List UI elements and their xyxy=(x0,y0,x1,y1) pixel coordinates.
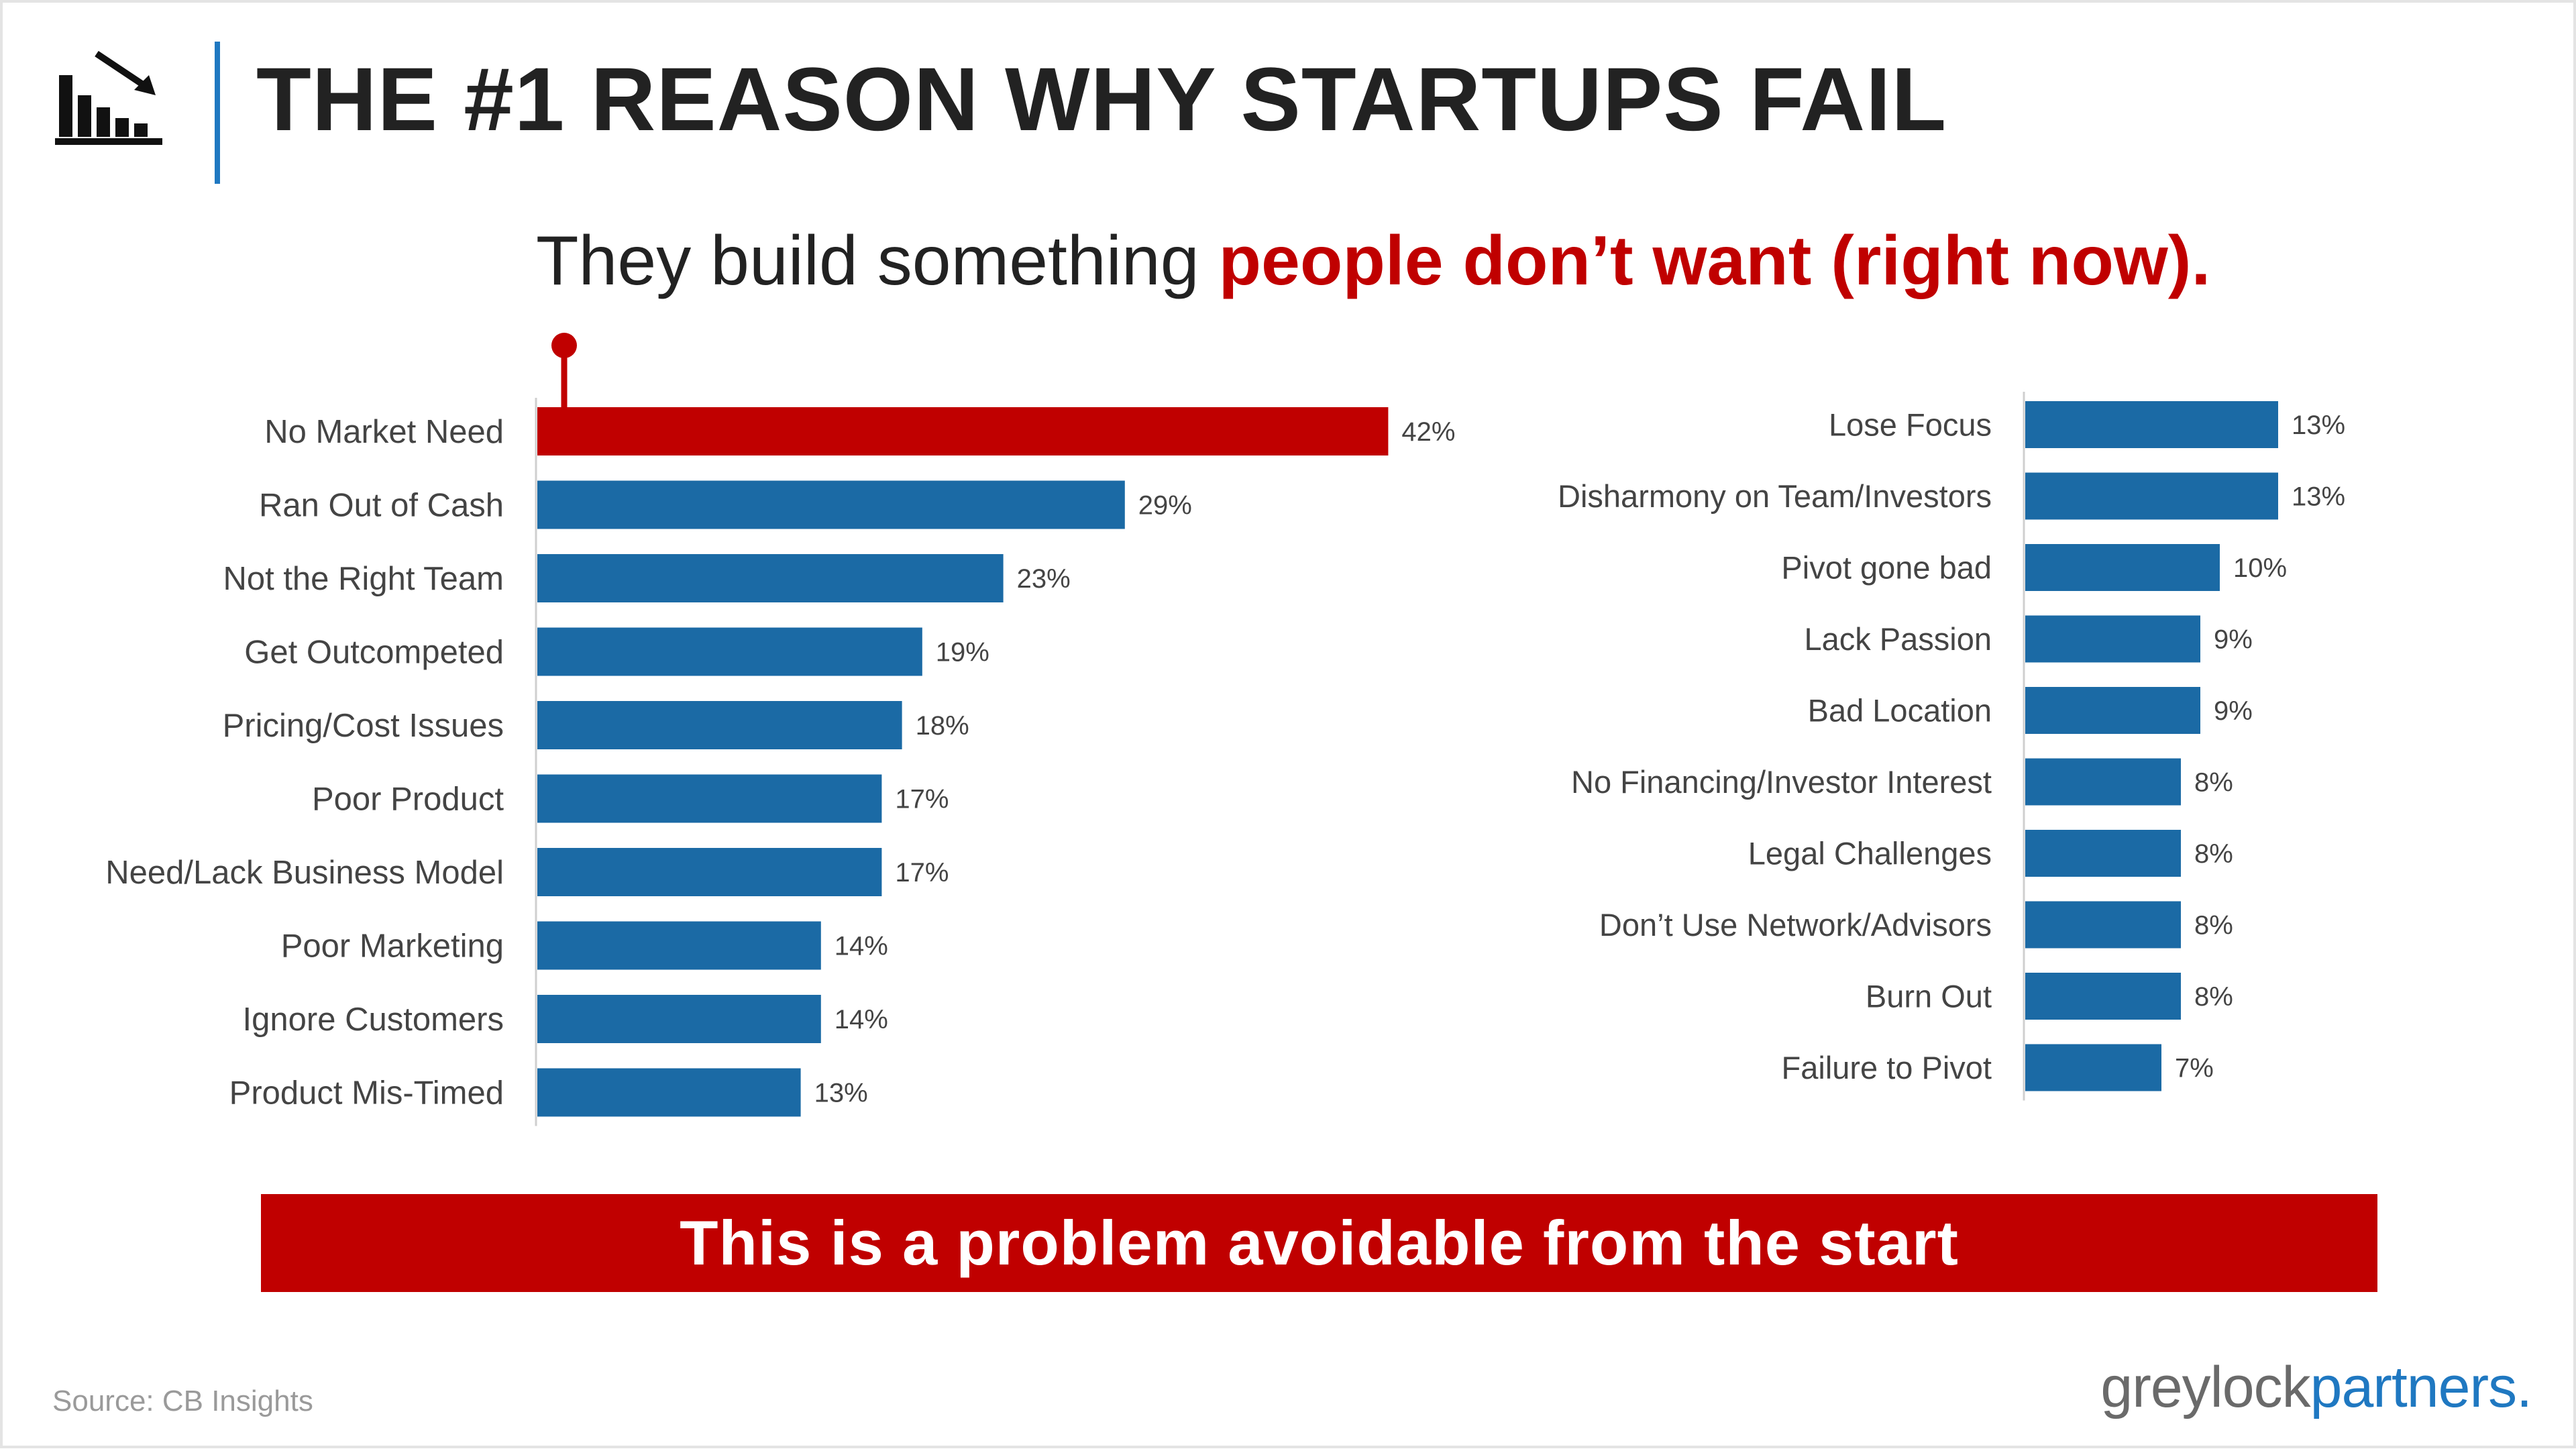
chart-1-category-label: Ignore Customers xyxy=(243,1002,504,1038)
chart-1-category-label: Ran Out of Cash xyxy=(259,488,504,524)
bar-charts: No Market Need 42% Ran Out of Cash 29% Not t… xyxy=(105,333,2345,1126)
chart-2-value-label: 9% xyxy=(2214,696,2253,726)
chart-2-category-label: Burn Out xyxy=(1866,978,1992,1014)
chart-2-bar xyxy=(2025,472,2278,520)
chart-2-bar xyxy=(2025,758,2181,806)
chart-1-bar xyxy=(537,407,1389,455)
banner-text: This is a problem avoidable from the sta… xyxy=(680,1207,1959,1278)
chart-1-bar xyxy=(537,774,882,823)
chart-2-value-label: 7% xyxy=(2175,1054,2214,1083)
chart-2-category-label: Don’t Use Network/Advisors xyxy=(1599,907,1992,943)
chart-1-category-label: Poor Product xyxy=(312,782,504,818)
header-divider xyxy=(215,42,220,184)
chart-2-value-label: 10% xyxy=(2233,553,2287,583)
chart-2-value-label: 8% xyxy=(2194,982,2233,1012)
chart-1-category-label: Product Mis-Timed xyxy=(229,1075,504,1112)
chart-2-category-label: Lack Passion xyxy=(1804,621,1992,657)
chart-2-bar xyxy=(2025,830,2181,877)
chart-2-value-label: 8% xyxy=(2194,768,2233,798)
chart-2-bar xyxy=(2025,901,2181,949)
chart-1-value-label: 13% xyxy=(814,1079,868,1108)
chart-1-bar xyxy=(537,480,1125,529)
chart-1-value-label: 18% xyxy=(916,711,969,741)
chart-1-value-label: 17% xyxy=(895,785,949,814)
chart-2-bar xyxy=(2025,544,2220,591)
chart-2-value-label: 13% xyxy=(2292,411,2345,440)
chart-1-value-label: 19% xyxy=(936,638,989,667)
chart-1-bar xyxy=(537,627,922,676)
chart-1-bar xyxy=(537,848,882,896)
chart-1-bar xyxy=(537,995,821,1043)
chart-2-value-label: 9% xyxy=(2214,625,2253,655)
chart-1-value-label: 14% xyxy=(835,1005,888,1034)
chart-1-bar xyxy=(537,921,821,970)
chart-2-category-label: Pivot gone bad xyxy=(1781,549,1992,585)
chart-2-category-label: Failure to Pivot xyxy=(1782,1050,1992,1085)
chart-2-category-label: Legal Challenges xyxy=(1748,835,1992,871)
chart-1-value-label: 42% xyxy=(1401,417,1455,447)
chart-1-category-label: Not the Right Team xyxy=(223,561,504,597)
chart-2-category-label: Disharmony on Team/Investors xyxy=(1558,478,1992,514)
chart-2-bar xyxy=(2025,687,2200,734)
highlight-marker-dot xyxy=(551,333,577,358)
chart-2-bar xyxy=(2025,401,2278,448)
chart-2-value-label: 8% xyxy=(2194,911,2233,941)
chart-2-value-label: 8% xyxy=(2194,839,2233,869)
subtitle-emphasis: people don’t want (right now). xyxy=(1218,222,2211,300)
chart-subtitle: They build something people don’t want (… xyxy=(536,217,2210,305)
chart-1-value-label: 17% xyxy=(895,858,949,888)
chart-1-bar xyxy=(537,1068,801,1117)
brand-part1: greylock xyxy=(2100,1355,2310,1419)
chart-1-category-label: Poor Marketing xyxy=(281,928,504,965)
source-note: Source: CB Insights xyxy=(52,1385,313,1417)
chart-1-value-label: 29% xyxy=(1138,491,1192,521)
chart-2-category-label: Bad Location xyxy=(1808,692,1992,728)
chart-1-category-label: Pricing/Cost Issues xyxy=(223,708,504,744)
chart-1-category-label: No Market Need xyxy=(264,414,504,450)
chart-1-value-label: 23% xyxy=(1017,564,1071,594)
chart-1-category-label: Need/Lack Business Model xyxy=(105,855,504,891)
chart-2-category-label: Lose Focus xyxy=(1829,407,1992,442)
chart-2-category-label: No Financing/Investor Interest xyxy=(1571,764,1992,800)
subtitle-plain: They build something xyxy=(536,222,1219,300)
chart-1-value-label: 14% xyxy=(835,932,888,961)
chart-1-bar xyxy=(537,554,1004,602)
chart-1-bar xyxy=(537,701,902,749)
chart-2-bar xyxy=(2025,615,2200,663)
bottom-banner: This is a problem avoidable from the sta… xyxy=(261,1194,2377,1292)
chart-2-bar xyxy=(2025,973,2181,1020)
page-title: THE #1 REASON WHY STARTUPS FAIL xyxy=(256,50,1947,150)
brand-part2: partners. xyxy=(2310,1355,2532,1419)
chart-2-value-label: 13% xyxy=(2292,482,2345,512)
brand-logo: greylockpartners. xyxy=(2100,1354,2532,1421)
declining-bar-chart-icon xyxy=(55,50,162,145)
chart-2-bar xyxy=(2025,1044,2161,1091)
chart-1-category-label: Get Outcompeted xyxy=(244,635,504,671)
